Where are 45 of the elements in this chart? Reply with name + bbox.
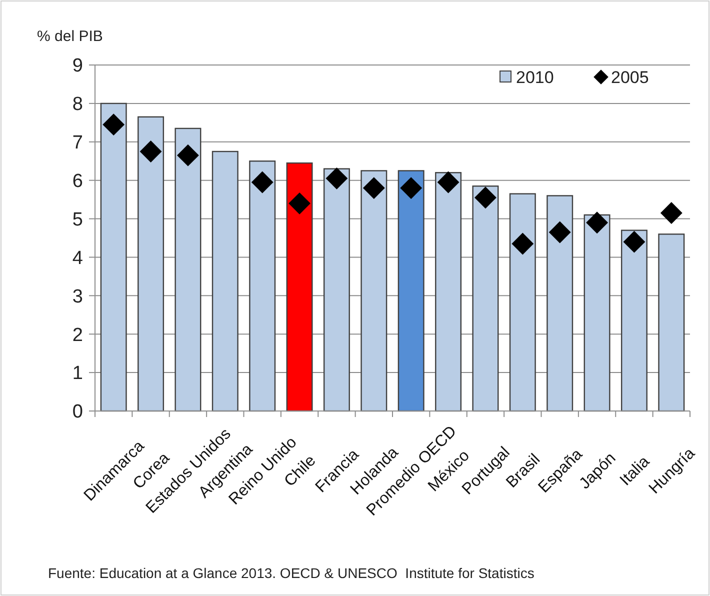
- point: [177, 144, 199, 166]
- legend-label: 2010: [516, 68, 554, 87]
- point: [512, 232, 534, 255]
- bar: [584, 214, 610, 412]
- bar: [286, 162, 313, 412]
- point: [326, 167, 348, 190]
- point: [362, 177, 385, 199]
- bar: [249, 160, 276, 412]
- point: [474, 186, 496, 209]
- bar: [509, 193, 536, 412]
- bar: [472, 186, 499, 412]
- bar: [138, 116, 164, 412]
- point: [623, 230, 646, 253]
- point: [102, 114, 125, 136]
- y-tick-label: 7: [72, 132, 83, 154]
- y-tick-label: 5: [72, 209, 83, 230]
- bar: [323, 168, 350, 412]
- point: [586, 212, 608, 234]
- bar: [360, 170, 388, 412]
- y-tick-label: 0: [72, 402, 83, 423]
- y-tick-label: 2: [72, 324, 83, 346]
- y-tick-label: 4: [72, 248, 84, 269]
- source-note: Fuente: Education at a Glance 2013. OECD & UNESCO Institute for Statistics: [48, 565, 534, 581]
- bar: [620, 230, 648, 412]
- bar: [546, 195, 574, 412]
- legend-label: 2005: [611, 68, 649, 87]
- y-axis-title: % del PIB: [37, 28, 103, 45]
- y-tick-label: 3: [72, 286, 83, 308]
- y-tick-label: 9: [72, 56, 83, 77]
- bar: [212, 150, 238, 412]
- y-tick-label: 8: [72, 94, 83, 116]
- point: [140, 140, 162, 162]
- point: [400, 177, 422, 199]
- bar: [100, 102, 127, 412]
- point: [251, 171, 274, 194]
- bar: [658, 234, 685, 412]
- bar: [174, 128, 202, 412]
- y-tick-label: 1: [72, 363, 83, 384]
- bar: [398, 170, 424, 412]
- point: [548, 221, 571, 244]
- point: [288, 192, 310, 214]
- point: [437, 171, 460, 194]
- bar: [435, 172, 462, 412]
- point: [660, 202, 682, 224]
- y-tick-label: 6: [72, 170, 83, 192]
